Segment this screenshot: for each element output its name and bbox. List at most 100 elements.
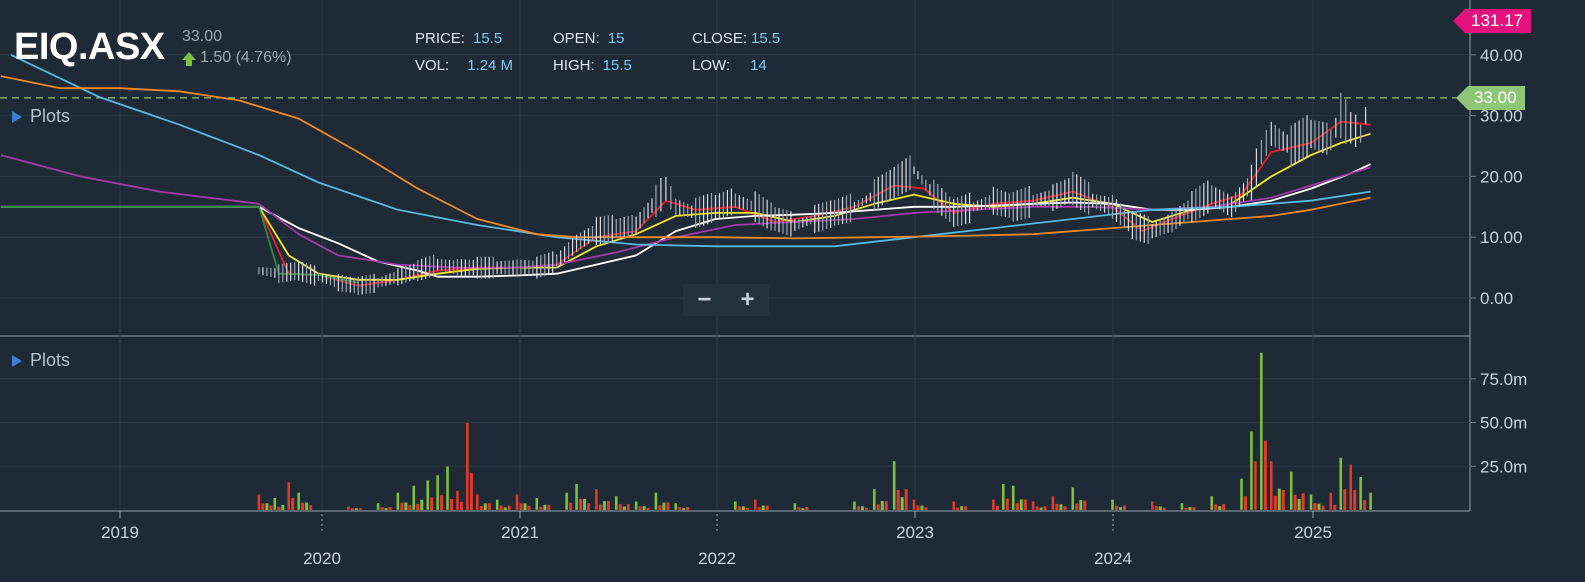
volume-bar <box>507 505 511 510</box>
volume-bar <box>1293 494 1297 510</box>
price-tick-label: 10.00 <box>1480 228 1523 247</box>
open-label: OPEN: <box>553 30 600 47</box>
volume-bar <box>880 500 884 510</box>
volume-bar <box>1083 500 1087 510</box>
volume-plots-toggle[interactable]: Plots <box>12 350 70 371</box>
volume-bar <box>515 494 519 511</box>
volume-bar <box>1309 494 1313 511</box>
volume-bar <box>995 505 999 510</box>
volume-bar <box>1353 489 1357 510</box>
volume-bar <box>765 505 769 510</box>
volume-bar <box>626 504 630 510</box>
zoom-out-button[interactable]: − <box>683 284 726 316</box>
zoom-in-button[interactable]: + <box>726 284 769 316</box>
volume-bar <box>1297 499 1301 510</box>
moving-average-line <box>10 53 1371 248</box>
plus-icon: + <box>740 286 755 313</box>
volume-bar <box>469 472 473 510</box>
volume-bar <box>1259 352 1264 511</box>
volume-bar <box>408 505 412 510</box>
volume-bar <box>257 494 261 511</box>
volume-bar <box>1339 457 1343 511</box>
volume-bar <box>412 485 416 511</box>
volume-bar <box>281 504 285 510</box>
volume-bar <box>1011 485 1015 511</box>
volume-bar <box>1063 506 1067 510</box>
volume-bar <box>479 505 483 510</box>
time-tick-label: 2020 <box>303 549 341 568</box>
volume-bar <box>745 507 749 510</box>
price-plots-toggle[interactable]: Plots <box>12 106 70 127</box>
volume-bar <box>686 507 690 510</box>
volume-plots-label: Plots <box>30 350 71 370</box>
volume-bar <box>1079 500 1083 510</box>
high-value-badge: 131.17 <box>1453 9 1531 33</box>
volume-bar <box>662 502 666 510</box>
volume-bar <box>587 503 591 510</box>
volume-bar <box>388 507 392 510</box>
volume-bar <box>912 499 916 511</box>
volume-bar <box>646 507 650 510</box>
volume-bar <box>569 502 573 510</box>
volume-bar <box>350 508 354 510</box>
volume-bar <box>1317 503 1321 510</box>
volume-bar <box>594 488 599 511</box>
volume-bar <box>753 499 757 511</box>
volume-bar <box>305 502 309 510</box>
volume-bar <box>1313 503 1317 510</box>
volume-bar <box>503 507 507 510</box>
volume-bar <box>860 506 864 510</box>
volume-bar <box>1321 505 1325 510</box>
volume-bar <box>1249 431 1254 511</box>
volume-bar <box>1019 499 1023 510</box>
price-tick-label: 20.00 <box>1480 167 1523 186</box>
vol-label: VOL: <box>415 57 450 74</box>
volume-tick-label: 75.0m <box>1480 370 1527 389</box>
volume-bar <box>445 466 450 511</box>
volume-bar <box>733 501 738 511</box>
volume-bar <box>574 483 579 511</box>
stats-col-3: CLOSE: 15.5 LOW: 14 <box>692 30 780 84</box>
ticker-symbol: EIQ.ASX <box>14 26 165 68</box>
close-value: 15.5 <box>751 30 781 47</box>
close-label: CLOSE: <box>692 30 748 47</box>
volume-bar <box>872 488 876 511</box>
volume-bar <box>404 502 408 510</box>
volume-bar <box>309 505 313 510</box>
volume-bar <box>956 507 960 510</box>
moving-average-line <box>0 75 1371 240</box>
volume-bar <box>666 502 670 510</box>
volume-bar <box>1039 507 1043 510</box>
volume-bar <box>1289 471 1293 511</box>
volume-bar <box>737 506 741 510</box>
price-tick-label: 30.00 <box>1480 107 1523 126</box>
volume-tick-label: 50.0m <box>1480 414 1527 433</box>
volume-bar <box>380 507 384 510</box>
volume-bar <box>287 481 291 511</box>
volume-bar <box>1005 498 1009 510</box>
volume-bar <box>952 501 956 511</box>
volume-bar <box>1281 489 1285 510</box>
volume-bar <box>1218 506 1222 510</box>
volume-bar <box>579 498 583 510</box>
volume-bar <box>539 506 543 510</box>
volume-bar <box>614 495 618 511</box>
volume-bar <box>1123 505 1126 510</box>
volume-bar <box>487 503 491 510</box>
volume-bar <box>805 507 809 510</box>
volume-bar <box>896 489 900 510</box>
price-plots-label: Plots <box>30 106 71 126</box>
volume-bar <box>261 503 265 510</box>
volume-bar <box>396 492 400 511</box>
volume-bar <box>1110 499 1115 511</box>
volume-bar <box>900 497 904 510</box>
volume-bar <box>354 508 358 510</box>
volume-bar <box>1150 501 1154 511</box>
time-tick-label: 2019 <box>101 523 139 542</box>
volume-bar <box>678 507 682 510</box>
volume-bar <box>440 495 444 510</box>
volume-bar <box>1210 495 1214 511</box>
last-price-badge: 33.00 <box>1456 86 1525 110</box>
volume-bar <box>1301 493 1305 510</box>
